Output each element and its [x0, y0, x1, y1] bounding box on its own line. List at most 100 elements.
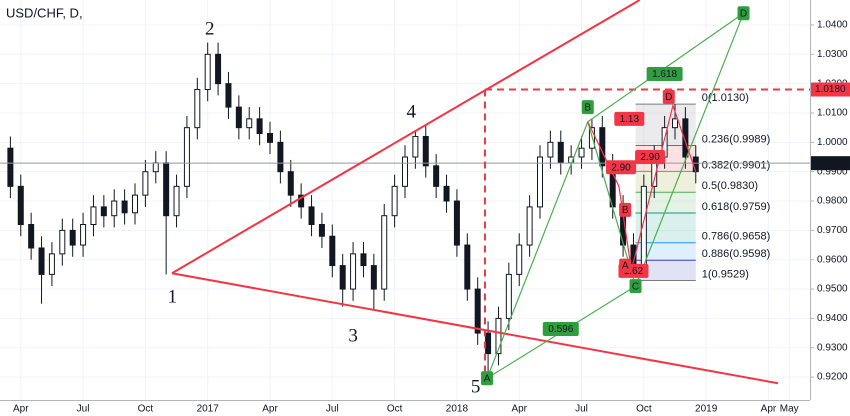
y-tick-label: 0.9300 [817, 342, 848, 353]
candle-body [318, 224, 325, 237]
fib-label: 0.5(0.9830) [702, 180, 758, 192]
candle-body [485, 332, 492, 355]
plot: 0(1.0130) 0.236(0.9989) 0.382(0.9901) 0.5(0… [0, 0, 810, 400]
level-tag [811, 82, 850, 97]
fib-label: 0.886(0.9598) [702, 248, 771, 260]
pattern-tag [737, 6, 750, 21]
candle-body [298, 194, 305, 208]
candle-body [578, 147, 585, 158]
fib-label: 1(0.9529) [702, 268, 749, 280]
candle-body [183, 127, 190, 187]
candle-body [256, 118, 263, 135]
pattern-label: D [665, 92, 672, 103]
pattern-tag [646, 66, 683, 81]
candle-body [111, 200, 118, 217]
x-tick-label: Apr [511, 404, 527, 415]
y-tick-label: 0.9800 [817, 196, 848, 207]
x-tick-label: Jul [326, 404, 339, 415]
candle-body [526, 206, 533, 246]
wave-label: 5 [471, 377, 481, 398]
pattern-tag [629, 279, 642, 294]
y-tick-label: 1.0100 [817, 108, 848, 119]
candle-body [277, 141, 284, 173]
candle-body [28, 224, 35, 249]
candle-body [692, 156, 699, 173]
x-tick-label: Apr [13, 404, 29, 415]
candle-body [194, 89, 201, 129]
y-tick-label: 0.9200 [817, 372, 848, 383]
candle-body [495, 317, 502, 355]
candle-body [152, 162, 159, 173]
pattern-tag [619, 202, 632, 217]
level-label: 1.0180 [815, 84, 846, 95]
pattern-tag [542, 321, 579, 336]
fib-label: 0.786(0.9658) [702, 231, 771, 243]
candle-body [339, 265, 346, 290]
candle-body [381, 215, 388, 290]
wave-label: 1 [168, 287, 178, 308]
pattern-label: A [622, 261, 629, 272]
candle-body [516, 244, 523, 275]
pattern-label: 1.618 [652, 69, 677, 80]
pattern-label: 1.13 [620, 114, 640, 125]
pattern-label: D [740, 8, 747, 19]
trend-line [486, 121, 589, 379]
x-tick-label: Apr [761, 404, 777, 415]
candle-body [360, 253, 367, 267]
pattern-tag [581, 100, 594, 115]
candle-body [80, 224, 87, 246]
candle-body [682, 118, 689, 158]
candle-body [215, 53, 222, 85]
last-price-tag [811, 156, 850, 171]
candle-body [474, 288, 481, 334]
trend-line [171, 0, 641, 275]
candle-body [370, 265, 377, 290]
candle-body [422, 135, 429, 167]
fib-label: 0.382(0.9901) [702, 159, 771, 171]
chart-title: USD/CHF, D, [6, 5, 83, 20]
trend-line [634, 12, 745, 287]
pattern-label: C [632, 281, 639, 292]
candle-body [225, 83, 232, 108]
pattern-label: 0.596 [548, 324, 573, 335]
fib-label: 0(1.0130) [702, 92, 749, 104]
y-tick-label: 0.9700 [817, 225, 848, 236]
candle-body [173, 185, 180, 217]
pattern-tag [481, 371, 494, 386]
pattern-label: A [484, 373, 491, 384]
x-tick-label: 2018 [446, 404, 469, 415]
y-tick-label: 0.9600 [817, 254, 848, 265]
wave-label: 4 [406, 101, 416, 122]
y-tick-label: 1.0000 [817, 137, 848, 148]
candle-body [48, 253, 55, 275]
pattern-label: 1.62 [624, 266, 644, 277]
pattern-tag [662, 89, 675, 104]
pattern-label: 2.90 [611, 162, 631, 173]
candle-body [7, 147, 14, 187]
candle-body [204, 53, 211, 91]
candle-body [672, 118, 678, 129]
pattern-tag [619, 258, 632, 273]
candle-body [350, 253, 357, 290]
wave-label: 2 [205, 18, 215, 39]
y-tick-label: 0.9900 [817, 166, 848, 177]
fib-label: 0.618(0.9759) [702, 201, 771, 213]
pattern-tag [606, 160, 636, 175]
candle-body [38, 247, 45, 275]
candle-body [412, 135, 419, 158]
candle-body [453, 200, 460, 246]
candle-body [59, 229, 66, 255]
last-price-label: 0.9929 [815, 158, 846, 169]
wave-label: 3 [348, 326, 358, 347]
candle-body [267, 133, 273, 143]
candle-body [163, 162, 170, 217]
x-tick-label: May [780, 404, 799, 415]
x-tick-label: Oct [138, 404, 154, 415]
y-tick-label: 0.9400 [817, 313, 848, 324]
candle-body [547, 141, 554, 158]
fib-label: 0.236(0.9989) [702, 133, 771, 145]
pattern-label: 2.90 [640, 152, 660, 163]
pattern-tag [635, 150, 666, 165]
